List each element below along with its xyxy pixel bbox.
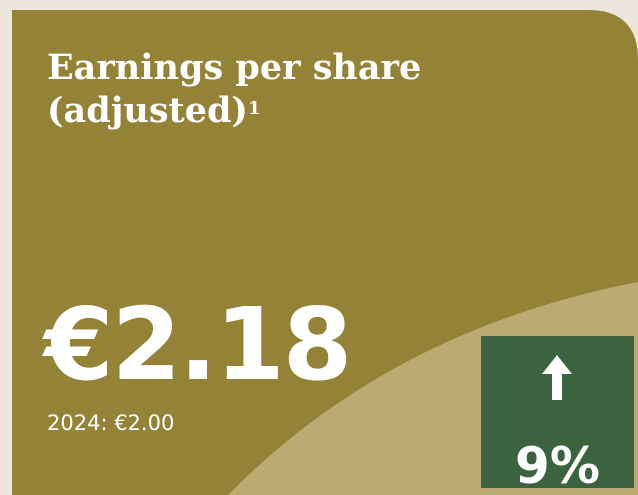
card-title: Earnings per share (adjusted)1 (47, 46, 467, 132)
prior-value: 2024: €2.00 (47, 411, 175, 435)
kpi-value: €2.18 (44, 286, 352, 403)
title-text: Earnings per share (adjusted) (47, 47, 422, 131)
up-arrow (542, 355, 572, 400)
change-label: 9% (515, 437, 600, 495)
footnote-marker: 1 (248, 98, 261, 119)
